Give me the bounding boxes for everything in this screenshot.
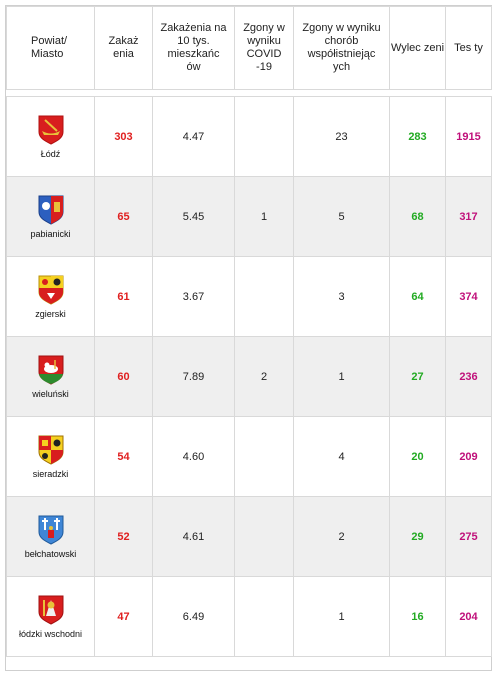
table-row: sieradzki 54 4.60 4 20 209 xyxy=(6,416,492,497)
cell-cases: 54 xyxy=(94,416,153,497)
header-na10tys[interactable]: Zakażenia na 10 tys. mieszkańc ów xyxy=(152,6,235,90)
table-row: wieluński 60 7.89 2 1 27 236 xyxy=(6,336,492,417)
powiat-name: zgierski xyxy=(35,308,66,319)
cell-powiat[interactable]: wieluński xyxy=(6,336,95,417)
cell-cases: 61 xyxy=(94,256,153,337)
cell-recovered: 283 xyxy=(389,96,446,177)
table-row: pabianicki 65 5.45 1 5 68 317 xyxy=(6,176,492,257)
stats-table-container: Powiat/ Miasto Zakaż enia Zakażenia na 1… xyxy=(5,5,492,671)
cell-covid-deaths xyxy=(234,96,294,177)
table-body: Łódź 303 4.47 23 283 1915 pabianicki 65 5.45 1 5 68… xyxy=(6,96,492,657)
cell-covid-deaths xyxy=(234,256,294,337)
cell-cases: 60 xyxy=(94,336,153,417)
cell-tests: 204 xyxy=(445,576,492,657)
cell-covid-deaths xyxy=(234,416,294,497)
zgierski-coat-of-arms-icon xyxy=(38,275,63,305)
powiat-name: pabianicki xyxy=(30,228,71,239)
cell-tests: 317 xyxy=(445,176,492,257)
powiat-name: wieluński xyxy=(32,388,69,399)
cell-per10k: 7.89 xyxy=(152,336,235,417)
cell-covid-deaths: 1 xyxy=(234,176,294,257)
cell-comorb-deaths: 1 xyxy=(293,336,390,417)
header-zgony-covid[interactable]: Zgony w wyniku COVID -19 xyxy=(234,6,294,90)
cell-comorb-deaths: 1 xyxy=(293,576,390,657)
cell-powiat[interactable]: sieradzki xyxy=(6,416,95,497)
cell-cases: 65 xyxy=(94,176,153,257)
cell-per10k: 3.67 xyxy=(152,256,235,337)
table-row: Łódź 303 4.47 23 283 1915 xyxy=(6,96,492,177)
cell-tests: 374 xyxy=(445,256,492,337)
powiat-name: Łódź xyxy=(40,148,61,159)
cell-tests: 236 xyxy=(445,336,492,417)
cell-comorb-deaths: 5 xyxy=(293,176,390,257)
cell-comorb-deaths: 4 xyxy=(293,416,390,497)
cell-covid-deaths xyxy=(234,576,294,657)
cell-powiat[interactable]: łódzki wschodni xyxy=(6,576,95,657)
table-row: bełchatowski 52 4.61 2 29 275 xyxy=(6,496,492,577)
cell-powiat[interactable]: bełchatowski xyxy=(6,496,95,577)
sieradzki-coat-of-arms-icon xyxy=(38,435,63,465)
cell-tests: 1915 xyxy=(445,96,492,177)
cell-recovered: 29 xyxy=(389,496,446,577)
cell-recovered: 20 xyxy=(389,416,446,497)
cell-covid-deaths: 2 xyxy=(234,336,294,417)
header-testy[interactable]: Tes ty xyxy=(445,6,492,90)
cell-per10k: 4.61 xyxy=(152,496,235,577)
table-row: łódzki wschodni 47 6.49 1 16 204 xyxy=(6,576,492,657)
cell-recovered: 68 xyxy=(389,176,446,257)
cell-per10k: 4.60 xyxy=(152,416,235,497)
cell-recovered: 27 xyxy=(389,336,446,417)
cell-powiat[interactable]: pabianicki xyxy=(6,176,95,257)
cell-per10k: 5.45 xyxy=(152,176,235,257)
table-row: zgierski 61 3.67 3 64 374 xyxy=(6,256,492,337)
cell-per10k: 4.47 xyxy=(152,96,235,177)
cell-cases: 303 xyxy=(94,96,153,177)
cell-per10k: 6.49 xyxy=(152,576,235,657)
powiat-name: sieradzki xyxy=(32,468,69,479)
lodz-coat-of-arms-icon xyxy=(38,115,63,145)
cell-recovered: 64 xyxy=(389,256,446,337)
cell-covid-deaths xyxy=(234,496,294,577)
header-zakazenia[interactable]: Zakaż enia xyxy=(94,6,153,90)
powiat-name: bełchatowski xyxy=(24,548,77,559)
powiat-name: łódzki wschodni xyxy=(18,628,83,639)
belchatowski-coat-of-arms-icon xyxy=(38,515,63,545)
header-zgony-choroby[interactable]: Zgony w wyniku chorób współistniejąc ych xyxy=(293,6,390,90)
cell-comorb-deaths: 2 xyxy=(293,496,390,577)
wielunski-coat-of-arms-icon xyxy=(38,355,63,385)
cell-powiat[interactable]: Łódź xyxy=(6,96,95,177)
cell-comorb-deaths: 3 xyxy=(293,256,390,337)
covid-stats-table: Powiat/ Miasto Zakaż enia Zakażenia na 1… xyxy=(6,6,492,657)
header-powiat[interactable]: Powiat/ Miasto xyxy=(6,6,95,90)
pabianicki-coat-of-arms-icon xyxy=(38,195,63,225)
header-row: Powiat/ Miasto Zakaż enia Zakażenia na 1… xyxy=(6,6,492,90)
cell-tests: 209 xyxy=(445,416,492,497)
cell-cases: 52 xyxy=(94,496,153,577)
cell-comorb-deaths: 23 xyxy=(293,96,390,177)
cell-recovered: 16 xyxy=(389,576,446,657)
cell-tests: 275 xyxy=(445,496,492,577)
lodzki-wschodni-coat-of-arms-icon xyxy=(38,595,63,625)
cell-powiat[interactable]: zgierski xyxy=(6,256,95,337)
cell-cases: 47 xyxy=(94,576,153,657)
header-wyleczeni[interactable]: Wylec zeni xyxy=(389,6,446,90)
